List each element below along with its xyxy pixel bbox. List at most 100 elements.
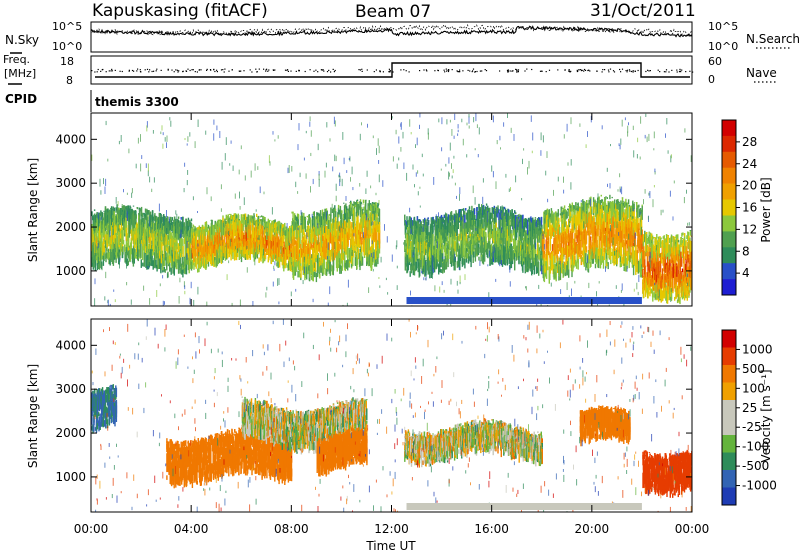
heatmap-cell xyxy=(285,249,287,266)
heatmap-cell xyxy=(465,232,468,242)
heatmap-cell xyxy=(128,223,130,238)
heatmap-cell xyxy=(234,213,237,220)
heatmap-cell xyxy=(537,221,539,223)
heatmap-cell xyxy=(432,216,434,221)
heatmap-cell xyxy=(114,245,116,258)
heatmap-cell xyxy=(159,223,161,238)
heatmap-cell xyxy=(313,272,315,278)
heatmap-cell xyxy=(153,233,155,252)
heatmap-cell xyxy=(432,255,434,273)
heatmap-cell xyxy=(309,233,311,244)
heatmap-cell xyxy=(141,242,144,261)
nave-point xyxy=(637,69,639,72)
heatmap-cell xyxy=(124,206,126,211)
heatmap-cell xyxy=(434,240,437,257)
heatmap-cell xyxy=(301,224,304,239)
nave-point xyxy=(634,70,636,72)
heatmap-cell xyxy=(192,224,194,226)
heatmap-cell xyxy=(164,216,166,218)
heatmap-cell xyxy=(292,242,295,258)
heatmap-cell xyxy=(326,238,328,250)
nave-point xyxy=(392,71,394,73)
heatmap-cell xyxy=(452,255,454,266)
nave-point xyxy=(447,69,449,71)
heatmap-cell xyxy=(540,227,542,242)
heatmap-cell xyxy=(184,248,186,263)
heatmap-cell xyxy=(444,260,447,270)
heatmap-cell xyxy=(255,247,258,258)
heatmap-cell xyxy=(303,212,305,230)
nave-point xyxy=(668,71,670,73)
nave-point xyxy=(243,70,245,72)
heatmap-cell xyxy=(150,216,152,226)
heatmap-cell xyxy=(96,237,98,243)
heatmap-cell xyxy=(538,238,540,243)
heatmap-cell xyxy=(367,250,369,265)
heatmap-cell xyxy=(169,264,171,270)
heatmap-cell xyxy=(251,247,253,254)
heatmap-cell xyxy=(538,217,540,226)
nave-point xyxy=(239,70,241,72)
heatmap-cell xyxy=(454,218,456,237)
heatmap-cell xyxy=(409,216,411,221)
heatmap-cell xyxy=(258,225,260,242)
heatmap-cell xyxy=(500,206,502,214)
heatmap-cell xyxy=(157,253,159,270)
nave-point xyxy=(213,69,215,71)
heatmap-cell xyxy=(120,247,122,251)
heatmap-cell xyxy=(225,221,227,227)
heatmap-cell xyxy=(105,210,107,226)
heatmap-cell xyxy=(168,247,170,265)
heatmap-cell xyxy=(254,248,257,260)
heatmap-cell xyxy=(357,235,359,247)
heatmap-cell xyxy=(125,236,128,254)
heatmap-cell xyxy=(434,223,437,230)
heatmap-cell xyxy=(117,206,119,216)
cpid-text: themis 3300 xyxy=(95,95,179,109)
heatmap-cell xyxy=(194,226,196,228)
nave-point xyxy=(516,69,518,71)
heatmap-cell xyxy=(354,202,356,203)
nave-point xyxy=(191,69,193,71)
heatmap-cell xyxy=(304,263,307,272)
heatmap-cell xyxy=(405,232,407,248)
nave-point xyxy=(472,68,475,70)
heatmap-cell xyxy=(276,233,279,238)
heatmap-cell xyxy=(342,252,344,260)
heatmap-cell xyxy=(239,242,241,248)
nave-point xyxy=(358,69,360,71)
heatmap-cell xyxy=(292,272,295,280)
noise-sky-label: N.Sky xyxy=(5,33,39,47)
heatmap-cell xyxy=(161,245,163,256)
heatmap-cell xyxy=(184,233,186,249)
heatmap-cell xyxy=(549,232,552,251)
heatmap-cell xyxy=(505,251,507,264)
heatmap-cell xyxy=(538,261,540,276)
heatmap-cell xyxy=(498,250,500,265)
heatmap-cell xyxy=(264,217,266,223)
heatmap-cell xyxy=(404,214,406,226)
heatmap-cell xyxy=(338,209,340,215)
heatmap-cell xyxy=(170,232,172,241)
heatmap-cell xyxy=(422,231,424,242)
heatmap-cell xyxy=(330,214,332,222)
heatmap-cell xyxy=(298,237,300,256)
heatmap-cell xyxy=(190,218,193,222)
heatmap-cell xyxy=(482,204,485,206)
heatmap-cell xyxy=(270,241,273,250)
heatmap-cell xyxy=(103,246,105,253)
heatmap-cell xyxy=(436,216,439,226)
heatmap-cell xyxy=(281,237,284,256)
heatmap-cell xyxy=(105,245,107,263)
nave-point xyxy=(133,70,135,72)
heatmap-cell xyxy=(356,213,358,228)
heatmap-cell xyxy=(147,223,150,238)
heatmap-cell xyxy=(129,211,131,219)
heatmap-cell xyxy=(184,267,186,275)
heatmap-cell xyxy=(121,214,124,226)
heatmap-cell xyxy=(459,254,461,271)
heatmap-cell xyxy=(110,255,112,261)
heatmap-cell xyxy=(351,222,353,232)
heatmap-cell xyxy=(195,227,197,229)
heatmap-cell xyxy=(214,245,216,256)
